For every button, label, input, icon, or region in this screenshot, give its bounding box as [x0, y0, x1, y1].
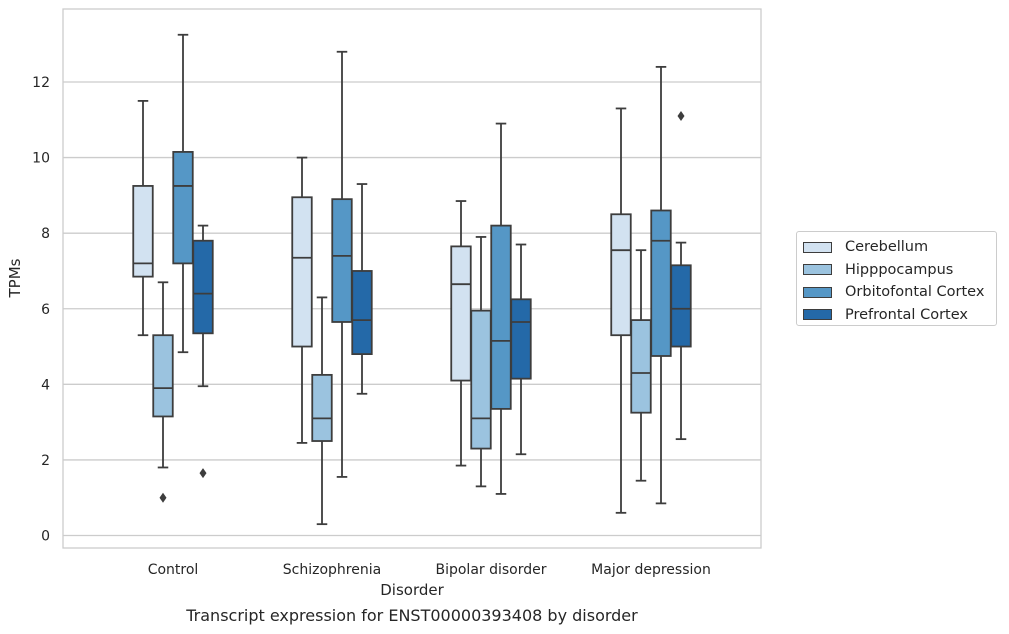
- x-axis-label: Disorder: [380, 581, 444, 599]
- y-tick-label: 8: [41, 226, 50, 242]
- y-tick-label: 12: [32, 75, 50, 91]
- box-iqr: [670, 264, 692, 348]
- legend-label: Prefrontal Cortex: [845, 306, 968, 323]
- box-iqr: [490, 224, 512, 410]
- x-tick-label: Control: [148, 562, 199, 578]
- box-hipppocampus: [470, 236, 492, 488]
- box-orbitofontal-cortex: [650, 65, 672, 505]
- box-orbitofontal-cortex: [331, 50, 353, 478]
- y-tick-label: 0: [41, 529, 50, 545]
- legend-label: Cerebellum: [845, 239, 929, 256]
- x-tick-label: Bipolar disorder: [435, 562, 546, 578]
- box-iqr: [152, 334, 174, 418]
- legend-label: Orbitofontal Cortex: [845, 284, 985, 301]
- box-iqr: [630, 319, 652, 414]
- box-iqr: [510, 298, 532, 380]
- legend-swatch: [803, 264, 832, 276]
- plot-frame: [62, 8, 762, 549]
- figure-caption: Transcript expression for ENST0000039340…: [186, 606, 638, 625]
- box-prefrontal-cortex: [670, 111, 692, 441]
- box-iqr: [650, 209, 672, 357]
- box-cerebellum: [132, 99, 154, 337]
- box-iqr: [610, 213, 632, 337]
- y-tick-label: 10: [32, 151, 50, 167]
- legend-item: Hipppocampus: [803, 259, 996, 282]
- legend-swatch: [803, 241, 832, 253]
- box-iqr: [192, 239, 214, 335]
- box-plot-marks: [132, 33, 692, 526]
- x-tick-labels: Control Schizophrenia Bipolar disorder Majo…: [148, 562, 711, 578]
- box-orbitofontal-cortex: [490, 122, 512, 495]
- box-cerebellum: [450, 200, 472, 467]
- box-iqr: [291, 196, 313, 348]
- outlier-point: [677, 111, 685, 122]
- box-hipppocampus: [152, 281, 174, 503]
- legend-item: Prefrontal Cortex: [803, 304, 996, 327]
- legend: Cerebellum Hipppocampus Orbitofontal Corte…: [796, 231, 997, 326]
- box-iqr: [132, 185, 154, 278]
- y-tick-label: 4: [41, 377, 50, 393]
- box-hipppocampus: [630, 249, 652, 482]
- box-hipppocampus: [311, 296, 333, 526]
- legend-item: Orbitofontal Cortex: [803, 281, 996, 304]
- box-iqr: [172, 151, 194, 265]
- box-cerebellum: [610, 107, 632, 514]
- box-prefrontal-cortex: [351, 183, 373, 395]
- legend-item: Cerebellum: [803, 236, 996, 259]
- box-cerebellum: [291, 156, 313, 444]
- y-tick-label: 6: [41, 302, 50, 318]
- box-iqr: [351, 270, 373, 356]
- y-tick-label: 2: [41, 453, 50, 469]
- box-prefrontal-cortex: [510, 243, 532, 456]
- outlier-point: [199, 468, 207, 479]
- legend-swatch: [803, 286, 832, 298]
- box-iqr: [331, 198, 353, 323]
- box-iqr: [470, 309, 492, 450]
- y-axis-label: TPMs: [6, 258, 24, 298]
- outlier-point: [159, 492, 167, 503]
- box-iqr: [311, 373, 333, 442]
- y-tick-labels: 0 2 4 6 8 10 12: [32, 75, 50, 545]
- legend-label: Hipppocampus: [845, 261, 954, 278]
- x-tick-label: Major depression: [591, 562, 711, 578]
- legend-swatch: [803, 309, 832, 321]
- box-prefrontal-cortex: [192, 224, 214, 479]
- x-tick-label: Schizophrenia: [283, 562, 381, 578]
- box-iqr: [450, 245, 472, 382]
- box-orbitofontal-cortex: [172, 33, 194, 354]
